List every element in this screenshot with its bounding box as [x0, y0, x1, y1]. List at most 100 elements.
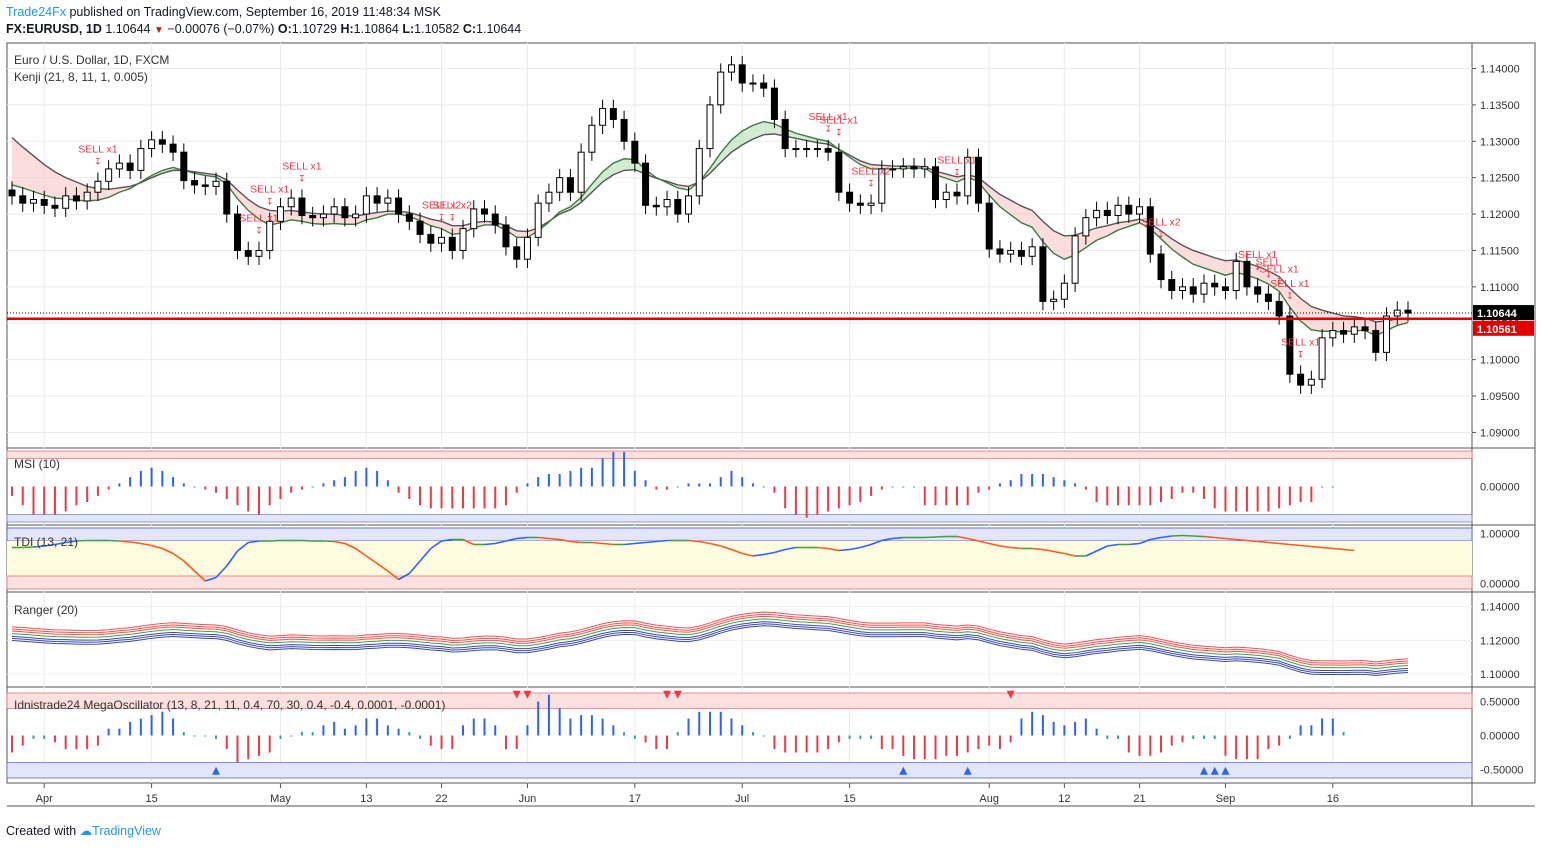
osc-bar: [1106, 735, 1109, 739]
msi-bar: [1278, 486, 1281, 509]
osc-bar: [666, 735, 669, 750]
candle: [244, 249, 252, 257]
candle: [985, 202, 993, 250]
y-tick-label: 1.13500: [1480, 100, 1520, 112]
msi-bar: [290, 486, 293, 493]
msi-bar: [569, 470, 572, 487]
high-value: 1.10864: [353, 22, 399, 36]
osc-bar: [43, 735, 46, 739]
osc-bar: [236, 735, 239, 763]
osc-bar: [719, 711, 722, 736]
msi-bar: [96, 486, 99, 496]
msi-bar: [934, 486, 937, 506]
msi-bar: [923, 486, 926, 506]
osc-buy-marker-icon: [212, 766, 221, 775]
candle: [1157, 253, 1165, 281]
osc-sell-marker-icon: [523, 690, 532, 699]
osc-sell-marker-icon: [512, 690, 521, 699]
ranger-line: [11, 618, 1409, 670]
msi-bar: [53, 486, 56, 515]
tdi-line-segment: [334, 540, 346, 545]
osc-bar: [1278, 735, 1281, 746]
msi-bar: [773, 486, 776, 493]
osc-bar: [365, 718, 368, 736]
msi-bar: [1310, 486, 1313, 503]
msi-bar: [150, 467, 153, 487]
osc-bar: [225, 735, 228, 750]
tdi-line-segment: [1096, 545, 1108, 552]
osc-bar: [687, 718, 690, 736]
osc-bar: [644, 735, 647, 743]
chart-frame: [6, 42, 1536, 784]
osc-bar: [698, 711, 701, 736]
candle: [631, 140, 639, 164]
osc-bar: [279, 735, 282, 739]
sell-signal-label: SELL x2: [433, 200, 472, 212]
tdi-line-segment: [205, 576, 217, 582]
candle: [8, 189, 16, 197]
msi-bar: [1031, 474, 1034, 487]
osc-bar: [1321, 718, 1324, 736]
msi-bar: [870, 486, 873, 496]
osc-bar: [837, 735, 840, 743]
osc-bar: [547, 694, 550, 736]
osc-bar: [333, 721, 336, 736]
msi-bar: [1117, 486, 1120, 506]
osc-bar: [515, 735, 518, 750]
candle: [835, 151, 843, 193]
msi-bar: [43, 486, 46, 515]
osc-bar: [1224, 735, 1227, 756]
y-tick-label: 1.09500: [1480, 391, 1520, 403]
candle: [223, 180, 231, 215]
osc-bar: [1160, 735, 1163, 753]
y-tick-label: 0.50000: [1480, 697, 1520, 709]
y-tick-label: -0.50000: [1480, 764, 1523, 776]
osc-bar: [762, 735, 765, 737]
candle: [953, 191, 961, 197]
osc-bar: [590, 715, 593, 736]
candle: [534, 202, 542, 238]
sell-arrow-icon: ↧: [953, 167, 961, 177]
msi-bar: [1299, 486, 1302, 503]
osc-bar: [268, 735, 271, 753]
kenji-cloud-segment: [248, 199, 259, 220]
publish-info: Trade24Fx published on TradingView.com, …: [6, 5, 441, 19]
msi-bar: [1063, 480, 1066, 487]
msi-bar: [376, 470, 379, 487]
kenji-cloud-segment: [710, 152, 721, 174]
candle: [1243, 260, 1251, 288]
osc-bar: [472, 718, 475, 736]
sell-arrow-icon: ↧: [835, 127, 843, 137]
tdi-line-segment: [1332, 547, 1344, 551]
tradingview-link[interactable]: TradingView: [92, 824, 161, 838]
osc-bar: [1020, 718, 1023, 736]
tdi-line-segment: [774, 548, 786, 554]
candle: [1017, 249, 1025, 257]
msi-bar: [988, 486, 991, 490]
tdi-line-segment: [924, 536, 936, 539]
msi-bar: [687, 483, 690, 487]
sell-arrow-icon: ↧: [298, 173, 306, 183]
candle: [1114, 204, 1122, 217]
msi-bar: [1009, 480, 1012, 487]
sell-signal-label: SELL x1: [1259, 264, 1298, 276]
candle: [1275, 300, 1283, 317]
msi-bar: [1245, 486, 1248, 512]
tdi-line-segment: [376, 562, 389, 572]
tdi-line-segment: [301, 539, 313, 542]
candle: [191, 180, 199, 186]
tdi-line-segment: [108, 539, 120, 542]
candle: [126, 162, 134, 171]
author-link[interactable]: Trade24Fx: [6, 5, 66, 19]
msi-bar: [322, 483, 325, 487]
osc-bar: [784, 735, 787, 753]
tdi-line-segment: [538, 536, 549, 540]
tdi-line-segment: [495, 540, 507, 545]
msi-bar: [1127, 486, 1130, 506]
tdi-line-segment: [355, 547, 367, 557]
tdi-line-segment: [978, 540, 990, 545]
candle: [1286, 315, 1294, 375]
tdi-line-segment: [1160, 535, 1172, 539]
msi-bar: [859, 486, 862, 503]
